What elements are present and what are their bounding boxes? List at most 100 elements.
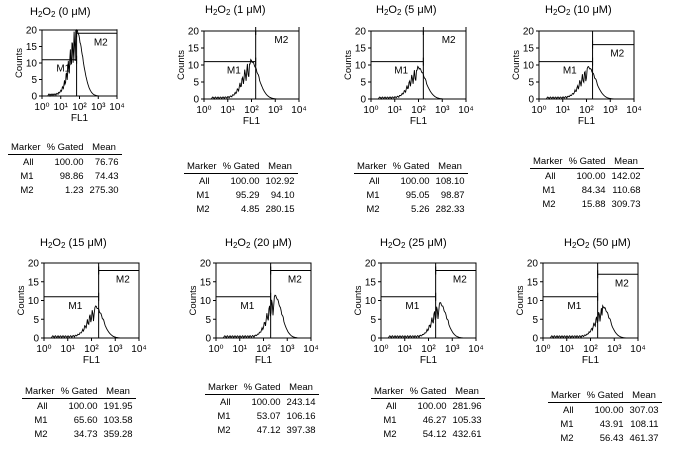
stats-header-cell: Marker xyxy=(530,154,566,169)
y-axis-label: Counts xyxy=(515,285,526,315)
x-tick-label: 10¹ xyxy=(560,344,575,355)
x-tick-label: 10³ xyxy=(108,344,123,355)
stats-header-cell: % Gated xyxy=(389,159,433,174)
stats-header-row: Marker% Gated Mean xyxy=(22,384,136,399)
x-tick-label: 10³ xyxy=(280,344,295,355)
x-tick-label: 10⁴ xyxy=(468,344,483,355)
stats-header-row: Marker% Gated Mean xyxy=(205,380,319,395)
histogram-plot: 0 5 10 15 20 Counts 10⁰ 10¹ 10² 10³ 10⁴ FL1 M1 M2 xyxy=(16,259,147,367)
stats-cell: 1.23 xyxy=(65,184,84,196)
histogram-curve xyxy=(42,29,117,98)
y-tick-label: 0 xyxy=(528,95,534,106)
stats-cell: 34.73 xyxy=(73,428,98,440)
stats-cell: 100.00 xyxy=(54,156,84,168)
stats-cell: 105.33 xyxy=(452,414,482,426)
x-tick-label: 10² xyxy=(579,105,594,116)
stats-row: M2 34.73 359.28 xyxy=(22,427,136,441)
stats-cell: 98.86 xyxy=(59,170,84,182)
x-tick-label: 10³ xyxy=(607,344,622,355)
stats-cell: 100.00 xyxy=(68,400,98,412)
histogram-plot: 0 5 10 15 20 Counts 10⁰ 10¹ 10² 10³ 10⁴ FL1 M1 M2 xyxy=(188,259,319,367)
panel-title-conc: (0 μM) xyxy=(58,6,91,18)
stats-header-cell: Mean xyxy=(626,388,662,403)
y-tick-label: 15 xyxy=(28,277,40,288)
stats-cell: All xyxy=(23,156,34,168)
stats-cell: 108.10 xyxy=(435,175,465,187)
x-tick-label: 10³ xyxy=(435,105,450,116)
stats-cell: M2 xyxy=(20,184,34,196)
panel-title: H2O2 (0 μM) xyxy=(30,6,91,19)
panel-title: H2O2 (5 μM) xyxy=(376,4,437,17)
y-tick-label: 20 xyxy=(28,259,40,270)
histogram-plot: 0 5 10 15 20 Counts 10⁰ 10¹ 10² 10³ 10⁴ FL1 M1 M2 xyxy=(176,27,307,128)
panel-title-conc: (25 μM) xyxy=(408,237,447,249)
x-tick-label: 10² xyxy=(256,344,271,355)
stats-row: All 100.00 142.02 xyxy=(530,169,644,184)
y-tick-label: 20 xyxy=(188,27,200,38)
y-axis-label: Counts xyxy=(14,48,25,78)
stats-header-cell: % Gated xyxy=(565,154,609,169)
x-tick-label: 10¹ xyxy=(556,105,571,116)
y-tick-label: 0 xyxy=(370,334,376,345)
y-tick-label: 5 xyxy=(528,78,534,89)
histogram-plot: 0 5 10 15 20 Counts 10⁰ 10¹ 10² 10³ 10⁴ FL1 M1 M2 xyxy=(515,259,646,367)
y-tick-label: 20 xyxy=(523,27,535,38)
stats-table: Marker% Gated Mean All 100.00 281.96 M1 46.27 1… xyxy=(371,384,485,441)
stats-header-row: Marker% Gated Mean xyxy=(548,388,662,403)
stats-cell: 100.00 xyxy=(230,175,260,187)
x-tick-label: 10⁰ xyxy=(373,344,388,355)
stats-header-cell: Mean xyxy=(432,159,468,174)
x-tick-label: 10¹ xyxy=(388,105,403,116)
x-tick-label: 10⁴ xyxy=(630,344,645,355)
stats-cell: M2 xyxy=(217,424,231,436)
stats-cell: All xyxy=(563,404,574,416)
stats-cell: All xyxy=(199,175,210,187)
y-tick-label: 5 xyxy=(370,315,376,326)
y-tick-label: 10 xyxy=(26,59,38,70)
panel-title: H2O2 (15 μM) xyxy=(40,237,107,250)
stats-cell: 432.61 xyxy=(452,428,482,440)
y-axis-label: Counts xyxy=(353,285,364,315)
stats-cell: 397.38 xyxy=(286,424,316,436)
x-tick-label: 10³ xyxy=(603,105,618,116)
y-tick-label: 5 xyxy=(33,315,39,326)
x-tick-label: 10⁰ xyxy=(531,105,546,116)
stats-cell: M1 xyxy=(196,189,210,201)
stats-cell: M1 xyxy=(560,418,574,430)
stats-cell: M1 xyxy=(542,184,556,196)
stats-header-cell: Mean xyxy=(449,384,485,399)
stats-cell: All xyxy=(386,400,397,412)
stats-cell: 103.58 xyxy=(103,414,133,426)
histogram-curve xyxy=(216,294,311,340)
stats-header-row: Marker% Gated Mean xyxy=(530,154,644,169)
histogram-curve xyxy=(543,304,638,340)
stats-cell: 106.16 xyxy=(286,410,316,422)
stats-row: M1 53.07 106.16 xyxy=(205,409,319,423)
stats-row: M2 47.12 397.38 xyxy=(205,423,319,437)
stats-row: M1 84.34 110.68 xyxy=(530,183,644,197)
stats-cell: All xyxy=(545,170,556,182)
stats-cell: 98.87 xyxy=(440,189,465,201)
stats-cell: M2 xyxy=(366,203,380,215)
marker-m2-label: M2 xyxy=(94,37,108,48)
y-tick-label: 15 xyxy=(527,277,539,288)
y-tick-label: 0 xyxy=(33,334,39,345)
x-axis-label: FL1 xyxy=(410,116,428,127)
stats-row: M1 95.29 94.10 xyxy=(184,188,298,202)
stats-cell: M1 xyxy=(366,189,380,201)
y-tick-label: 15 xyxy=(188,44,200,55)
marker-m2-label: M2 xyxy=(288,275,302,286)
histogram-curve xyxy=(539,66,634,100)
stats-cell: M2 xyxy=(383,428,397,440)
histogram-plot: 0 5 10 15 20 Counts 10⁰ 10¹ 10² 10³ 10⁴ FL1 M1 M2 xyxy=(343,27,474,128)
marker-m1-label: M1 xyxy=(567,301,581,312)
x-tick-label: 10³ xyxy=(268,105,283,116)
stats-cell: 100.00 xyxy=(400,175,430,187)
stats-row: M1 98.86 74.43 xyxy=(8,169,122,183)
stats-row: All 100.00 281.96 xyxy=(371,399,485,414)
stats-table: Marker% Gated Mean All 100.00 307.03 M1 43.91 1… xyxy=(548,388,662,445)
marker-m1-label: M1 xyxy=(240,301,254,312)
x-tick-label: 10¹ xyxy=(398,344,413,355)
y-tick-label: 10 xyxy=(188,61,200,72)
stats-cell: M1 xyxy=(217,410,231,422)
